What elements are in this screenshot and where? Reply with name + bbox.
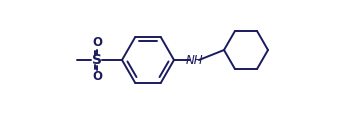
Text: O: O (92, 37, 102, 49)
Text: S: S (92, 53, 102, 67)
Text: O: O (92, 71, 102, 83)
Text: NH: NH (185, 53, 203, 67)
